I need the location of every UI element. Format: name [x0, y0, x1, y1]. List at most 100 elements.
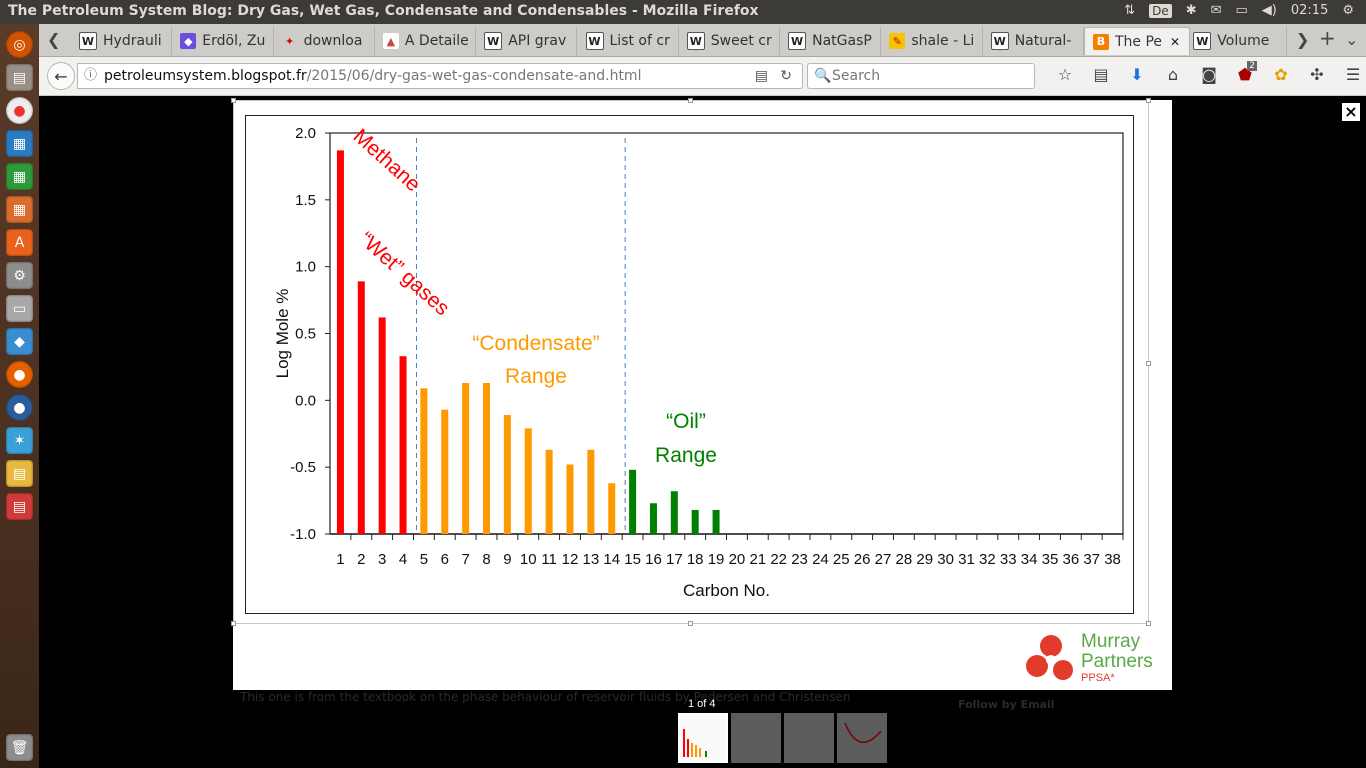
impress-icon[interactable]: ▦ [6, 196, 33, 223]
writer-icon[interactable]: ▦ [6, 130, 33, 157]
tab-10[interactable]: W Natural- [983, 27, 1084, 55]
firefox-icon[interactable]: ● [6, 361, 33, 388]
thumbnail-curve-icon [844, 722, 882, 743]
mail-icon[interactable]: ✉ [1210, 3, 1222, 18]
lightbox-image[interactable]: 2.0 1.5 1.0 0.5 0.0 -0.5 -1.0 1 2 3 4 5 6 7 8 9 10 11 12 13… [231, 98, 1172, 690]
calc-icon[interactable]: ▦ [6, 163, 33, 190]
software-center-icon[interactable]: A [6, 229, 33, 256]
site-info-icon[interactable]: ⓘ [84, 68, 98, 83]
extension-icon[interactable]: ✣ [1310, 65, 1324, 84]
tab-12[interactable]: W Volume [1185, 27, 1287, 55]
search-placeholder: Search [832, 68, 881, 84]
logo-line1: Murray [1081, 631, 1141, 652]
tab-7[interactable]: W Sweet cr [679, 27, 781, 55]
keyboard-layout-indicator[interactable]: De [1149, 3, 1172, 18]
tab-scroll-right-icon[interactable]: ❯ [1296, 30, 1310, 49]
thumbnail-chart-icon [683, 729, 707, 757]
thumbnail-4[interactable] [837, 713, 887, 763]
tab-11[interactable]: B The Pe ✕ [1084, 27, 1190, 55]
lightbox-close-button[interactable]: × [1340, 101, 1362, 123]
color-extension-icon[interactable]: ✿ [1274, 65, 1288, 84]
tab-scroll-left-icon[interactable]: ❮ [47, 30, 61, 49]
menu-hamburger-icon[interactable]: ☰ [1345, 65, 1361, 84]
disk-icon[interactable]: ▭ [6, 295, 33, 322]
pocket-icon[interactable]: ◙ [1201, 65, 1217, 84]
annotation-condensate-range: Range [505, 365, 567, 388]
tab-5[interactable]: W API grav [476, 27, 578, 55]
url-text[interactable]: petroleumsystem.blogspot.fr/2015/06/dry-… [104, 64, 641, 88]
dash-home-icon[interactable]: ◎ [6, 31, 33, 58]
annotation-condensate: “Condensate” [472, 332, 599, 355]
url-path: /2015/06/dry-gas-wet-gas-condensate-and.… [306, 68, 642, 84]
y-axis-label: Log Mole % [273, 289, 292, 379]
annotation-oil: “Oil” [666, 410, 706, 433]
logo-line3: PPSA* [1081, 672, 1115, 684]
resize-handle[interactable] [1146, 98, 1151, 103]
resize-handle[interactable] [1146, 621, 1151, 626]
remmina-icon[interactable]: ◆ [6, 328, 33, 355]
trash-icon[interactable]: 🗑 [6, 734, 33, 761]
resize-handle[interactable] [1146, 361, 1151, 366]
clock[interactable]: 02:15 [1290, 3, 1329, 18]
sidebar-behind-overlay: Follow by Email [958, 698, 1055, 711]
x-tick-label: 37 [1083, 551, 1100, 568]
bookmarks-library-icon[interactable]: ▤ [1093, 65, 1109, 84]
tab-6[interactable]: W List of cr [578, 27, 679, 55]
tab-label: Volume [1217, 33, 1270, 49]
tab-1[interactable]: W Hydrauli [71, 27, 173, 55]
x-tick-label: 7 [461, 551, 469, 568]
thumbnail-1[interactable] [678, 713, 728, 763]
chrome-icon[interactable]: ● [6, 97, 33, 124]
system-settings-icon[interactable]: ⚙ [6, 262, 33, 289]
y-tick-label: 0.0 [295, 392, 316, 409]
downloads-icon[interactable]: ⬇ [1130, 65, 1144, 84]
thumbnail-3[interactable] [784, 713, 834, 763]
resize-handle[interactable] [688, 98, 693, 103]
tab-label: API grav [508, 33, 567, 49]
tab-list-chevron-icon[interactable]: ⌄ [1345, 30, 1359, 49]
x-tick-label: 30 [937, 551, 954, 568]
network-transfer-icon[interactable]: ⇅ [1124, 3, 1136, 18]
carbon-number-chart: 2.01.51.00.50.0-0.5-1.01 2 3 4 5 6 7 8 9 10 11 12 13… [273, 125, 1124, 600]
tab-8[interactable]: W NatGasP [780, 27, 882, 55]
app-red-icon[interactable]: ▤ [6, 493, 33, 520]
bar [357, 281, 365, 534]
x-tick-label: 4 [399, 551, 407, 568]
volume-icon[interactable]: ◀) [1261, 3, 1277, 18]
tab-2[interactable]: ◆ Erdöl, Zu [172, 27, 274, 55]
home-icon[interactable]: ⌂ [1167, 65, 1179, 84]
resize-handle[interactable] [231, 98, 236, 103]
url-bar[interactable]: ⓘ petroleumsystem.blogspot.fr/2015/06/dr… [77, 63, 803, 89]
search-field[interactable]: 🔍 Search [807, 63, 1035, 89]
thunderbird-icon[interactable]: ● [6, 394, 33, 421]
image-counter: 1 of 4 [688, 698, 716, 710]
resize-handle[interactable] [688, 621, 693, 626]
x-tick-label: 35 [1042, 551, 1059, 568]
back-button[interactable]: ← [47, 62, 75, 90]
reload-icon[interactable]: ↻ [780, 68, 792, 84]
x-tick-label: 3 [378, 551, 386, 568]
tab-4[interactable]: ▲ A Detaile [375, 27, 477, 55]
ublock-icon[interactable]: ⬟ 2 [1238, 61, 1257, 84]
bluetooth-icon[interactable]: ✱ [1185, 3, 1197, 18]
bookmark-star-icon[interactable]: ☆ [1057, 65, 1073, 84]
reader-view-icon[interactable]: ▤ [754, 68, 768, 84]
bar [545, 449, 553, 534]
power-gear-icon[interactable]: ⚙ [1342, 3, 1354, 18]
x-tick-label: 24 [812, 551, 829, 568]
app-star-icon[interactable]: ✶ [6, 427, 33, 454]
notes-icon[interactable]: ▤ [6, 460, 33, 487]
thumbnail-2[interactable] [731, 713, 781, 763]
tab-9[interactable]: ✎ shale - Li [881, 27, 983, 55]
x-tick-label: 10 [520, 551, 537, 568]
tab-label: The Pe [1115, 33, 1163, 50]
x-tick-label: 28 [896, 551, 913, 568]
close-tab-icon[interactable]: ✕ [1170, 34, 1181, 49]
wikipedia-icon: W [79, 32, 97, 50]
battery-icon[interactable]: ▭ [1235, 3, 1248, 18]
resize-handle[interactable] [231, 621, 236, 626]
page-icon: ▲ [382, 33, 399, 49]
tab-3[interactable]: ✦ downloa [274, 27, 375, 55]
new-tab-icon[interactable]: + [1319, 26, 1336, 50]
files-icon[interactable]: ▤ [6, 64, 33, 91]
